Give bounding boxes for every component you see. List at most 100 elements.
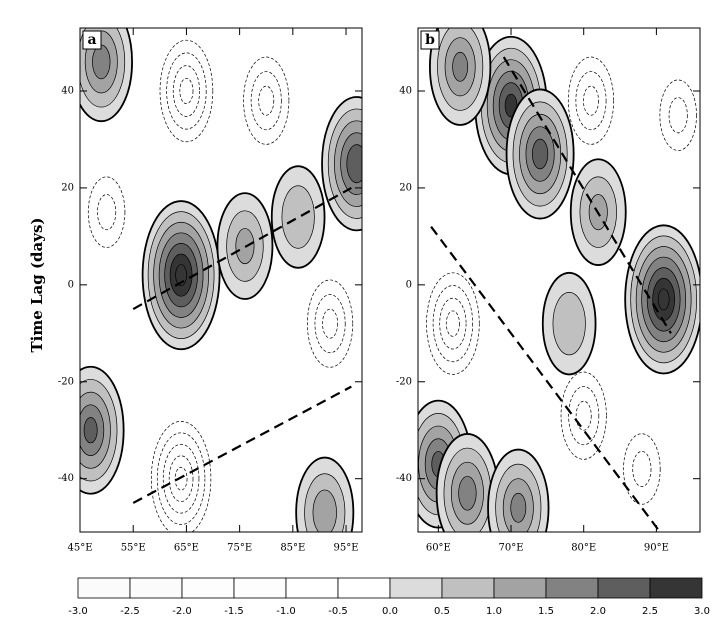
positive-anomaly [541, 271, 597, 376]
phase-line [132, 385, 352, 504]
contour-level [174, 466, 188, 491]
x-tick-label: 80°E [571, 543, 596, 554]
positive-anomaly [505, 88, 575, 220]
negative-anomaly [426, 272, 480, 375]
y-tick-label: -40 [396, 473, 412, 484]
contour-level [560, 371, 607, 460]
contour-level [632, 451, 652, 487]
positive-anomaly [321, 96, 362, 232]
colorbar-swatch [597, 577, 651, 599]
positive-anomaly [295, 456, 355, 532]
y-tick-label: -20 [58, 376, 74, 387]
plot-frame [79, 27, 363, 533]
contour-level [452, 51, 469, 82]
contour-level [87, 176, 126, 248]
x-tick-label: 55°E [121, 543, 146, 554]
plot-area [80, 28, 362, 532]
x-tick-label: 70°E [499, 543, 524, 554]
phase-line [132, 186, 352, 311]
contour-level [250, 71, 282, 131]
colorbar-label: -1.0 [276, 606, 296, 617]
contour-level [575, 71, 607, 131]
colorbar-label: -2.0 [172, 606, 192, 617]
contour-level [150, 421, 212, 532]
colorbar-swatch [181, 577, 235, 599]
y-tick-label: 40 [61, 86, 74, 97]
colorbar-label: 0.0 [382, 606, 398, 617]
positive-anomaly [270, 165, 326, 269]
negative-anomaly [659, 79, 697, 151]
negative-anomaly [307, 279, 354, 368]
colorbar-swatch [77, 577, 131, 599]
colorbar-swatch [337, 577, 391, 599]
contour-level [258, 85, 275, 116]
contour-level [83, 417, 98, 444]
contour-level [623, 433, 661, 505]
positive-anomaly [487, 448, 550, 532]
panel-label-box [82, 30, 102, 50]
y-tick-label: 20 [61, 182, 74, 193]
contour-level [445, 310, 460, 337]
negative-anomaly [560, 371, 607, 460]
contour-level [156, 432, 206, 525]
contour-level [179, 77, 194, 105]
colorbar-swatch [389, 577, 443, 599]
x-tick-label: 95°E [334, 543, 359, 554]
contour-level [322, 308, 338, 339]
contour-level [657, 288, 670, 311]
contour-level [168, 455, 194, 502]
positive-anomaly [80, 365, 125, 495]
contour-level [668, 97, 688, 134]
plot-area [418, 28, 700, 532]
y-tick-label: 0 [68, 279, 74, 290]
contour-level [281, 185, 315, 249]
contour-level [439, 297, 467, 350]
x-tick-label: 75°E [227, 543, 252, 554]
negative-anomaly [87, 176, 126, 248]
contour-level [458, 475, 477, 511]
negative-anomaly [150, 421, 212, 532]
phase-line [502, 56, 672, 334]
contour-level [346, 144, 362, 184]
colorbar-label: 0.5 [434, 606, 450, 617]
x-tick-label: 60°E [426, 543, 451, 554]
contour-level [432, 285, 474, 363]
colorbar-swatch [129, 577, 183, 599]
negative-anomaly [567, 56, 615, 145]
colorbar-label: -1.5 [224, 606, 244, 617]
contour-level [92, 44, 111, 80]
contour-level [243, 56, 290, 145]
contour-level [532, 138, 549, 170]
y-axis-label: Time Lag (days) [28, 217, 46, 352]
colorbar-swatch [441, 577, 495, 599]
plot-frame [417, 27, 701, 533]
colorbar-swatch [649, 577, 703, 599]
contour-level [162, 443, 200, 514]
x-tick-label: 90°E [644, 543, 669, 554]
negative-anomaly [159, 39, 214, 143]
contour-level [166, 52, 207, 130]
colorbar-label: 2.0 [590, 606, 606, 617]
positive-anomaly [141, 200, 221, 351]
contour-level [175, 264, 187, 287]
colorbar-label: -2.5 [120, 606, 140, 617]
y-tick-label: -40 [58, 473, 74, 484]
positive-anomaly [429, 28, 492, 126]
contour-level [159, 39, 214, 143]
phase-line [430, 226, 662, 532]
colorbar-label: 1.0 [486, 606, 502, 617]
colorbar-swatch [493, 577, 547, 599]
colorbar-label: 1.5 [538, 606, 554, 617]
contour-level [575, 400, 592, 431]
negative-anomaly [623, 433, 661, 505]
y-tick-label: 0 [406, 279, 412, 290]
contour-level [426, 272, 480, 375]
panel-label: b [425, 32, 435, 48]
contour-level [510, 492, 527, 523]
colorbar-swatch [233, 577, 287, 599]
x-tick-label: 85°E [280, 543, 305, 554]
contour-level [552, 292, 586, 356]
positive-anomaly [624, 224, 700, 375]
y-tick-label: 40 [399, 86, 412, 97]
